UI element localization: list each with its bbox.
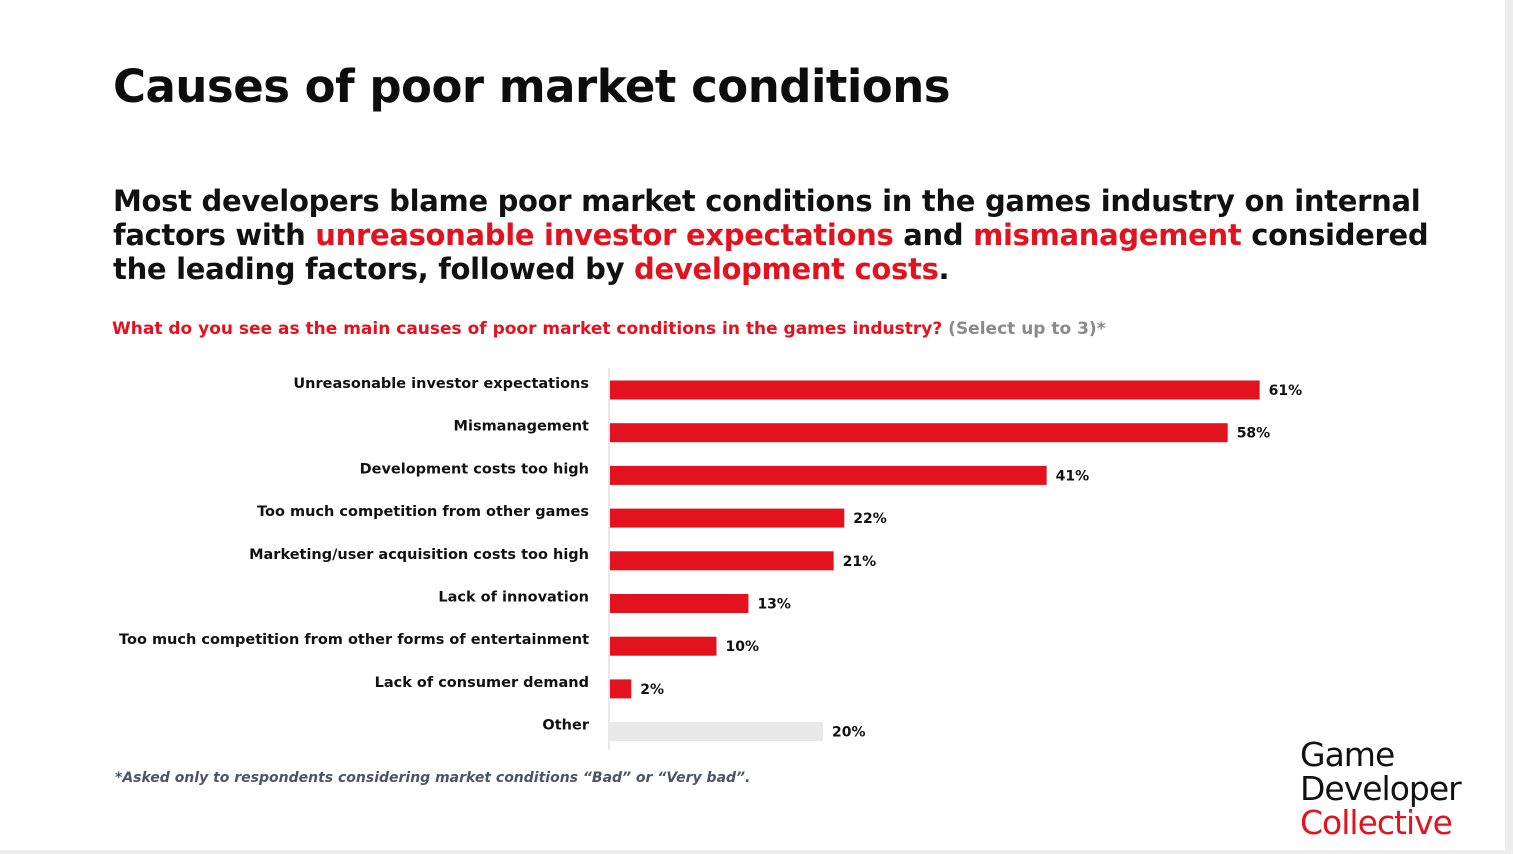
bar [610, 423, 1228, 443]
bar-chart: Unreasonable investor expectations 61% Mis… [119, 368, 1303, 750]
category-label: Lack of innovation [438, 590, 589, 606]
value-label: 61% [1269, 383, 1303, 399]
survey-question: What do you see as the main causes of po… [112, 319, 1106, 339]
value-label: 22% [853, 511, 887, 527]
brand-logo: Game Developer Collective [1300, 738, 1500, 840]
category-label: Mismanagement [454, 419, 590, 435]
category-label: Lack of consumer demand [375, 675, 589, 691]
category-label: Unreasonable investor expectations [293, 376, 589, 392]
brand-line-game: Game [1300, 735, 1395, 774]
headline-highlight-costs: development costs [634, 252, 939, 286]
headline-text-4: . [938, 252, 950, 286]
footnote: *Asked only to respondents considering m… [115, 770, 751, 786]
bar [610, 722, 823, 742]
value-label: 13% [757, 597, 791, 613]
headline-highlight-investor: unreasonable investor expectations [315, 218, 894, 252]
bar [610, 551, 834, 571]
headline-text-1: Most developers blame poor market condit… [113, 184, 1421, 252]
value-label: 41% [1056, 468, 1090, 484]
right-edge-strip [1505, 0, 1513, 854]
bar [610, 465, 1047, 485]
headline-highlight-mismanagement: mismanagement [973, 218, 1242, 252]
bottom-edge-strip [0, 850, 1513, 854]
category-label: Development costs too high [360, 461, 589, 477]
question-subtext: (Select up to 3)* [948, 319, 1106, 339]
bar [610, 380, 1260, 400]
value-label: 20% [832, 725, 866, 741]
category-label: Too much competition from other forms of… [119, 632, 589, 648]
value-label: 21% [843, 554, 877, 570]
brand-line-developer: Developer [1300, 769, 1462, 808]
bar [610, 594, 749, 613]
value-label: 2% [640, 682, 664, 698]
category-label: Other [542, 718, 589, 734]
page-title: Causes of poor market conditions [113, 60, 951, 113]
bar [610, 508, 845, 528]
value-label: 58% [1237, 426, 1271, 442]
value-label: 10% [726, 639, 760, 655]
brand-line-collective: Collective [1300, 803, 1453, 842]
category-label: Too much competition from other games [257, 504, 589, 520]
headline: Most developers blame poor market condit… [113, 184, 1443, 286]
bar [610, 636, 717, 656]
bar [610, 679, 632, 699]
headline-text-3: considered the leading factors, followed… [113, 218, 1429, 286]
headline-text-2: and [893, 218, 974, 252]
question-text: What do you see as the main causes of po… [112, 319, 943, 339]
category-label: Marketing/user acquisition costs too hig… [249, 547, 589, 563]
